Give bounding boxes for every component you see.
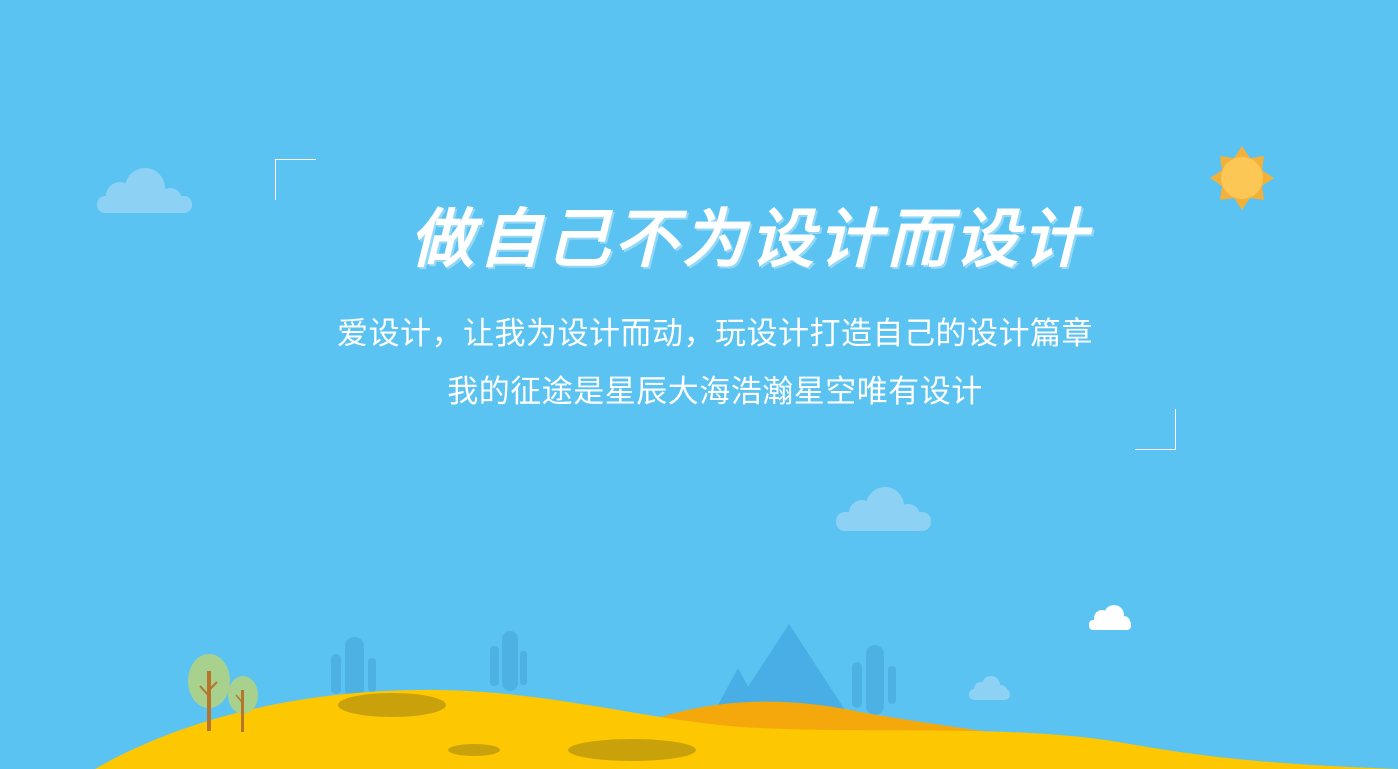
cactus-icon (331, 637, 376, 699)
cloud-icon (836, 487, 931, 531)
cloud-icon (969, 676, 1010, 700)
tree-icon (188, 654, 230, 731)
cactus-icon (490, 631, 527, 691)
mountain-icon (718, 624, 845, 710)
tree-icon (228, 676, 258, 732)
corner-bracket-top-left (275, 159, 316, 200)
tagline-line-1: 爱设计，让我为设计而动，玩设计打造自己的设计篇章 (337, 316, 1093, 352)
cloud-icon (97, 168, 192, 213)
tagline-line-2: 我的征途是星辰大海浩瀚星空唯有设计 (447, 374, 983, 410)
sun-icon (1210, 146, 1274, 210)
headline: 做自己不为设计而设计 (410, 202, 1090, 277)
cactus-icon (852, 645, 896, 715)
hill-shadow (338, 693, 696, 761)
corner-bracket-bottom-right (1135, 409, 1176, 450)
cloud-icon (1089, 605, 1131, 630)
